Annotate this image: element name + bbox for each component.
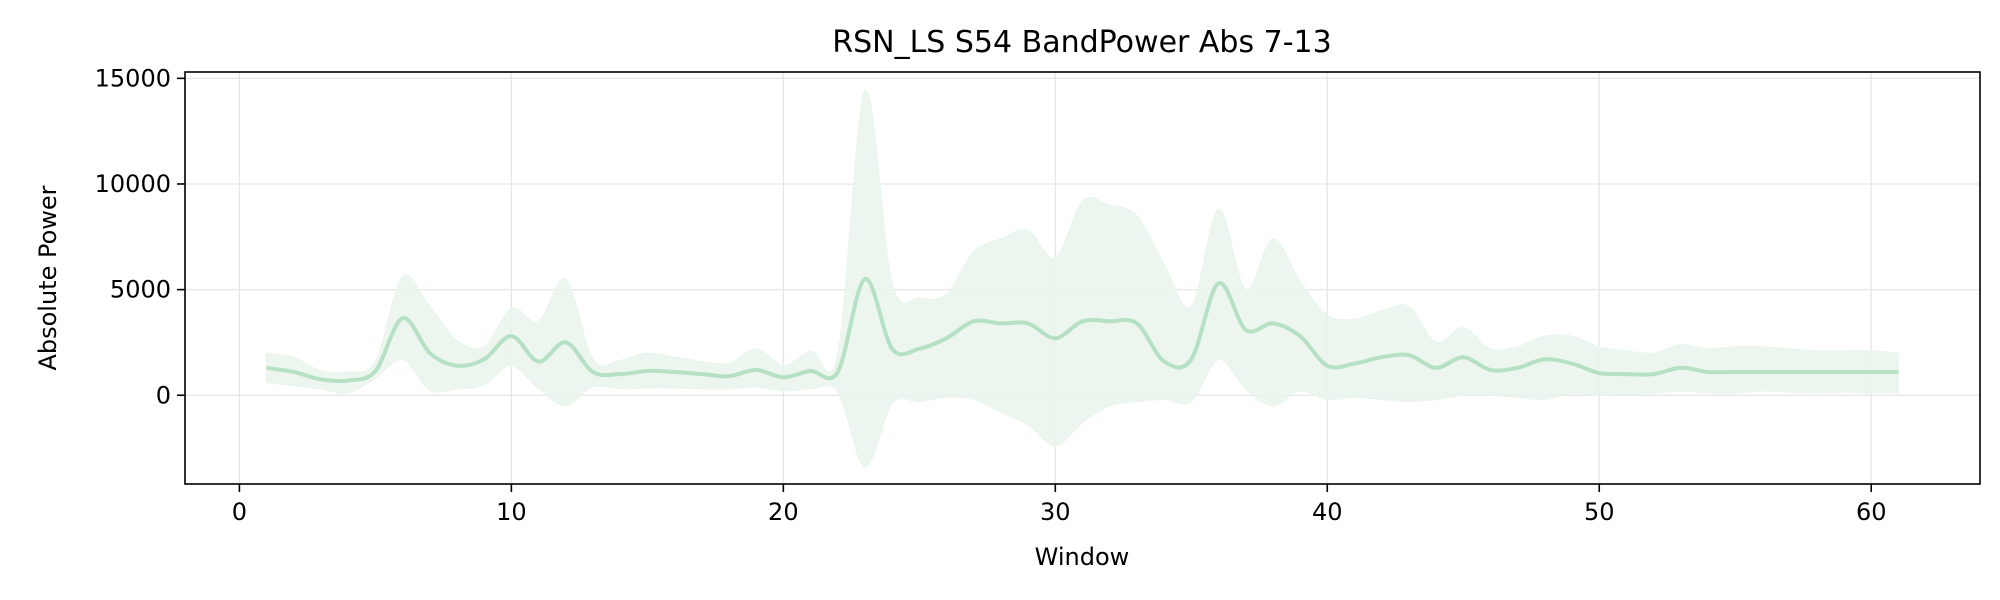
x-tick-label: 40 bbox=[1312, 498, 1343, 526]
x-axis: 0 10 20 30 40 50 60 bbox=[232, 484, 1887, 526]
y-tick-label: 0 bbox=[156, 381, 171, 409]
x-tick-label: 60 bbox=[1856, 498, 1887, 526]
y-tick-label: 10000 bbox=[95, 170, 171, 198]
x-tick-label: 20 bbox=[768, 498, 799, 526]
plot-frame bbox=[184, 71, 1981, 485]
y-axis: 0 5000 10000 15000 bbox=[95, 64, 185, 409]
x-tick-label: 30 bbox=[1040, 498, 1071, 526]
x-axis-label: Window bbox=[1035, 543, 1130, 571]
x-tick-label: 0 bbox=[232, 498, 247, 526]
y-tick-label: 5000 bbox=[110, 276, 171, 304]
x-tick-label: 50 bbox=[1584, 498, 1615, 526]
y-axis-label: Absolute Power bbox=[34, 185, 62, 370]
mean-line bbox=[266, 277, 1899, 384]
x-tick-label: 10 bbox=[496, 498, 527, 526]
y-tick-label: 15000 bbox=[95, 64, 171, 92]
chart-title: RSN_LS S54 BandPower Abs 7-13 bbox=[832, 25, 1331, 60]
